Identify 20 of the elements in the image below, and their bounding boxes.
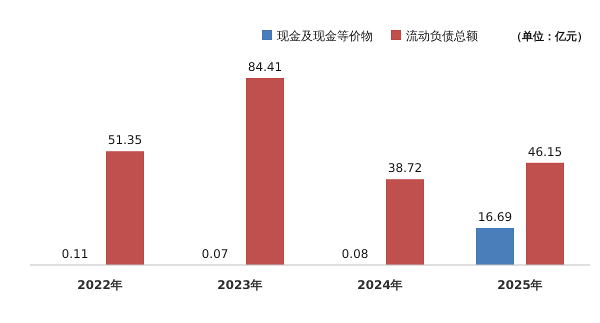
data-label: 38.72 <box>388 161 422 176</box>
x-tick-label: 2024年 <box>357 278 403 292</box>
data-label: 0.11 <box>62 246 88 261</box>
bar <box>476 228 514 265</box>
data-label: 0.08 <box>342 246 368 261</box>
legend-label: 流动负债总额 <box>406 29 478 43</box>
x-tick-label: 2025年 <box>497 278 543 292</box>
text: （单位：亿元） <box>511 30 588 43</box>
x-tick-label: 2023年 <box>217 278 263 292</box>
x-tick-label: 2022年 <box>77 278 123 292</box>
bar <box>526 162 564 265</box>
bar <box>106 151 144 265</box>
data-label: 46.15 <box>528 144 562 159</box>
data-label: 51.35 <box>108 133 142 148</box>
data-label: 16.69 <box>478 210 512 224</box>
data-label: 84.41 <box>248 60 282 74</box>
legend-label: 现金及现金等价物 <box>277 29 373 43</box>
bar <box>246 78 284 265</box>
bar <box>386 179 424 265</box>
data-label: 0.07 <box>202 246 228 261</box>
